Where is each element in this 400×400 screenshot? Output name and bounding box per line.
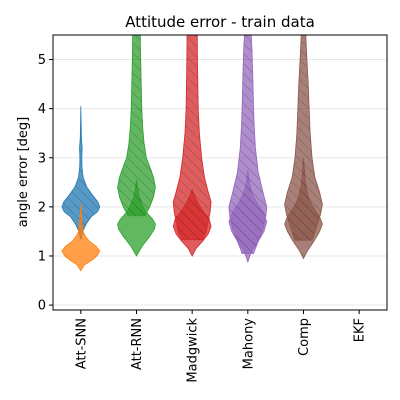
x-tick-label: Att-SNN <box>74 318 89 369</box>
y-tick-label: 3 <box>38 151 46 166</box>
plot-frame <box>52 34 388 311</box>
violin-mahony-hatched <box>228 35 268 254</box>
y-tick-label: 1 <box>38 249 46 264</box>
x-tick-label: Mahony <box>241 318 256 370</box>
violin-comp-hatched <box>284 35 323 241</box>
x-tick-label: Att-RNN <box>130 318 145 370</box>
x-tick-label: Comp <box>297 318 312 356</box>
violin-att-snn-hatched <box>61 106 101 240</box>
axes: 0 1 2 3 4 5 Att-SNN Att-RNN Madgwick Mahony Comp EK… <box>38 53 368 383</box>
y-gridlines <box>53 59 387 306</box>
violins <box>61 35 323 272</box>
y-axis-label: angle error [deg] <box>16 117 31 227</box>
violin-att-snn <box>61 204 101 272</box>
y-tick-label: 4 <box>38 102 46 117</box>
y-tick-label: 2 <box>38 200 46 215</box>
x-tick-label: Madgwick <box>186 318 201 383</box>
chart-title: Attitude error - train data <box>125 13 315 31</box>
x-tick-label: EKF <box>353 318 368 342</box>
violin-madgwick-hatched <box>172 35 212 241</box>
y-tick-label: 5 <box>38 53 46 68</box>
y-tick-label: 0 <box>38 299 46 314</box>
violin-att-rnn-hatched <box>117 35 156 217</box>
